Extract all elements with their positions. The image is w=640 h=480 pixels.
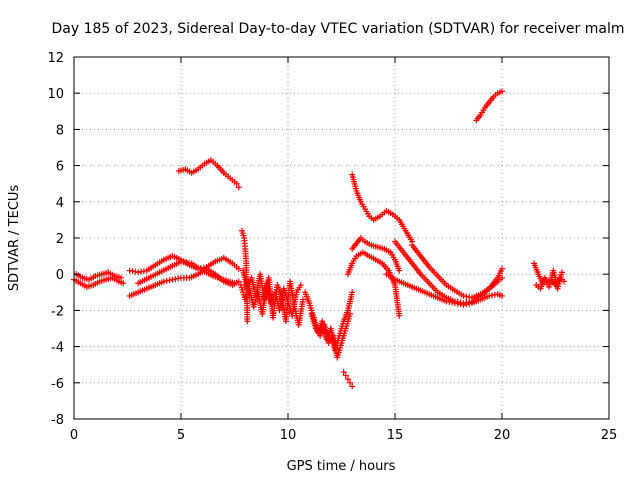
series-seg-d3 xyxy=(238,227,251,325)
data-point xyxy=(297,282,304,289)
data-point xyxy=(396,267,403,274)
x-tick-label: 5 xyxy=(177,428,185,443)
data-points xyxy=(71,88,568,390)
data-point xyxy=(244,318,251,325)
y-tick-label: 2 xyxy=(56,232,64,247)
y-tick-label: -6 xyxy=(51,377,64,392)
data-point xyxy=(347,379,354,386)
data-point xyxy=(499,88,505,95)
data-point xyxy=(499,292,505,299)
data-point xyxy=(499,265,505,272)
x-tick-label: 15 xyxy=(387,428,404,443)
data-point xyxy=(340,368,347,375)
data-point-interp xyxy=(463,301,470,308)
data-point xyxy=(396,312,403,319)
data-point-interp xyxy=(132,268,139,275)
y-tick-label: 10 xyxy=(47,87,64,102)
series-seg-i2 xyxy=(533,267,565,292)
data-point xyxy=(349,383,356,390)
x-axis-label: GPS time / hours xyxy=(287,459,396,474)
data-point-interp xyxy=(140,268,147,275)
series-seg-h xyxy=(473,88,505,124)
data-point-interp xyxy=(138,268,145,275)
y-tick-label: -8 xyxy=(51,413,64,428)
x-tick-label: 25 xyxy=(601,428,618,443)
data-point xyxy=(460,292,467,299)
x-tick-label: 10 xyxy=(280,428,297,443)
data-point xyxy=(443,298,450,305)
x-tick-label: 20 xyxy=(494,428,511,443)
data-point xyxy=(558,269,565,276)
data-point xyxy=(231,280,238,287)
data-point xyxy=(347,311,354,318)
data-point xyxy=(451,300,458,307)
data-point xyxy=(160,278,167,285)
data-point xyxy=(235,278,242,285)
series-seg-f1 xyxy=(349,171,416,245)
axis-ticks: 0 5 10 15 20 25 -8 -6 -4 -2 0 2 4 6 8 10 12 xyxy=(47,51,617,443)
data-point xyxy=(235,184,242,191)
data-point xyxy=(349,289,356,296)
y-tick-label: 4 xyxy=(56,196,64,211)
data-point-interp xyxy=(172,276,179,283)
data-point-interp xyxy=(454,300,461,307)
data-point-interp xyxy=(457,301,464,308)
y-tick-label: 12 xyxy=(47,51,64,66)
y-tick-label: -2 xyxy=(51,304,64,319)
data-point xyxy=(299,296,306,303)
data-point-interp xyxy=(163,277,170,284)
y-axis-label: SDTVAR / TECUs xyxy=(7,185,22,292)
data-point xyxy=(486,292,493,299)
series-seg-e3 xyxy=(340,368,356,390)
series-seg-f2 xyxy=(349,235,403,274)
data-point xyxy=(235,265,242,272)
data-point xyxy=(118,274,125,281)
data-point-interp xyxy=(489,292,496,299)
data-point xyxy=(233,180,240,187)
data-point-interp xyxy=(466,300,473,307)
series-seg-b3 xyxy=(135,258,238,287)
y-tick-label: 8 xyxy=(56,123,64,138)
series-seg-a2 xyxy=(73,269,125,283)
data-point-interp xyxy=(175,275,182,282)
grid xyxy=(74,57,609,419)
series-seg-g2 xyxy=(392,238,505,307)
data-point-interp xyxy=(449,299,456,306)
data-point-interp xyxy=(129,268,136,275)
y-tick-label: 0 xyxy=(56,268,64,283)
y-tick-label: 6 xyxy=(56,160,64,175)
x-tick-label: 0 xyxy=(70,428,78,443)
series-seg-e2 xyxy=(308,311,354,361)
series-seg-c xyxy=(175,157,242,191)
series-seg-g3 xyxy=(383,271,505,308)
chart-title: Day 185 of 2023, Sidereal Day-to-day VTE… xyxy=(52,21,625,37)
data-point-interp xyxy=(446,298,453,305)
data-point xyxy=(344,376,351,383)
data-point-interp xyxy=(463,293,470,300)
y-tick-label: -4 xyxy=(51,341,64,356)
data-point xyxy=(126,267,133,274)
data-point xyxy=(120,280,127,287)
data-point xyxy=(135,269,142,276)
data-point xyxy=(169,276,176,283)
data-point xyxy=(460,301,467,308)
data-point xyxy=(342,372,349,379)
data-point-interp xyxy=(166,277,173,284)
